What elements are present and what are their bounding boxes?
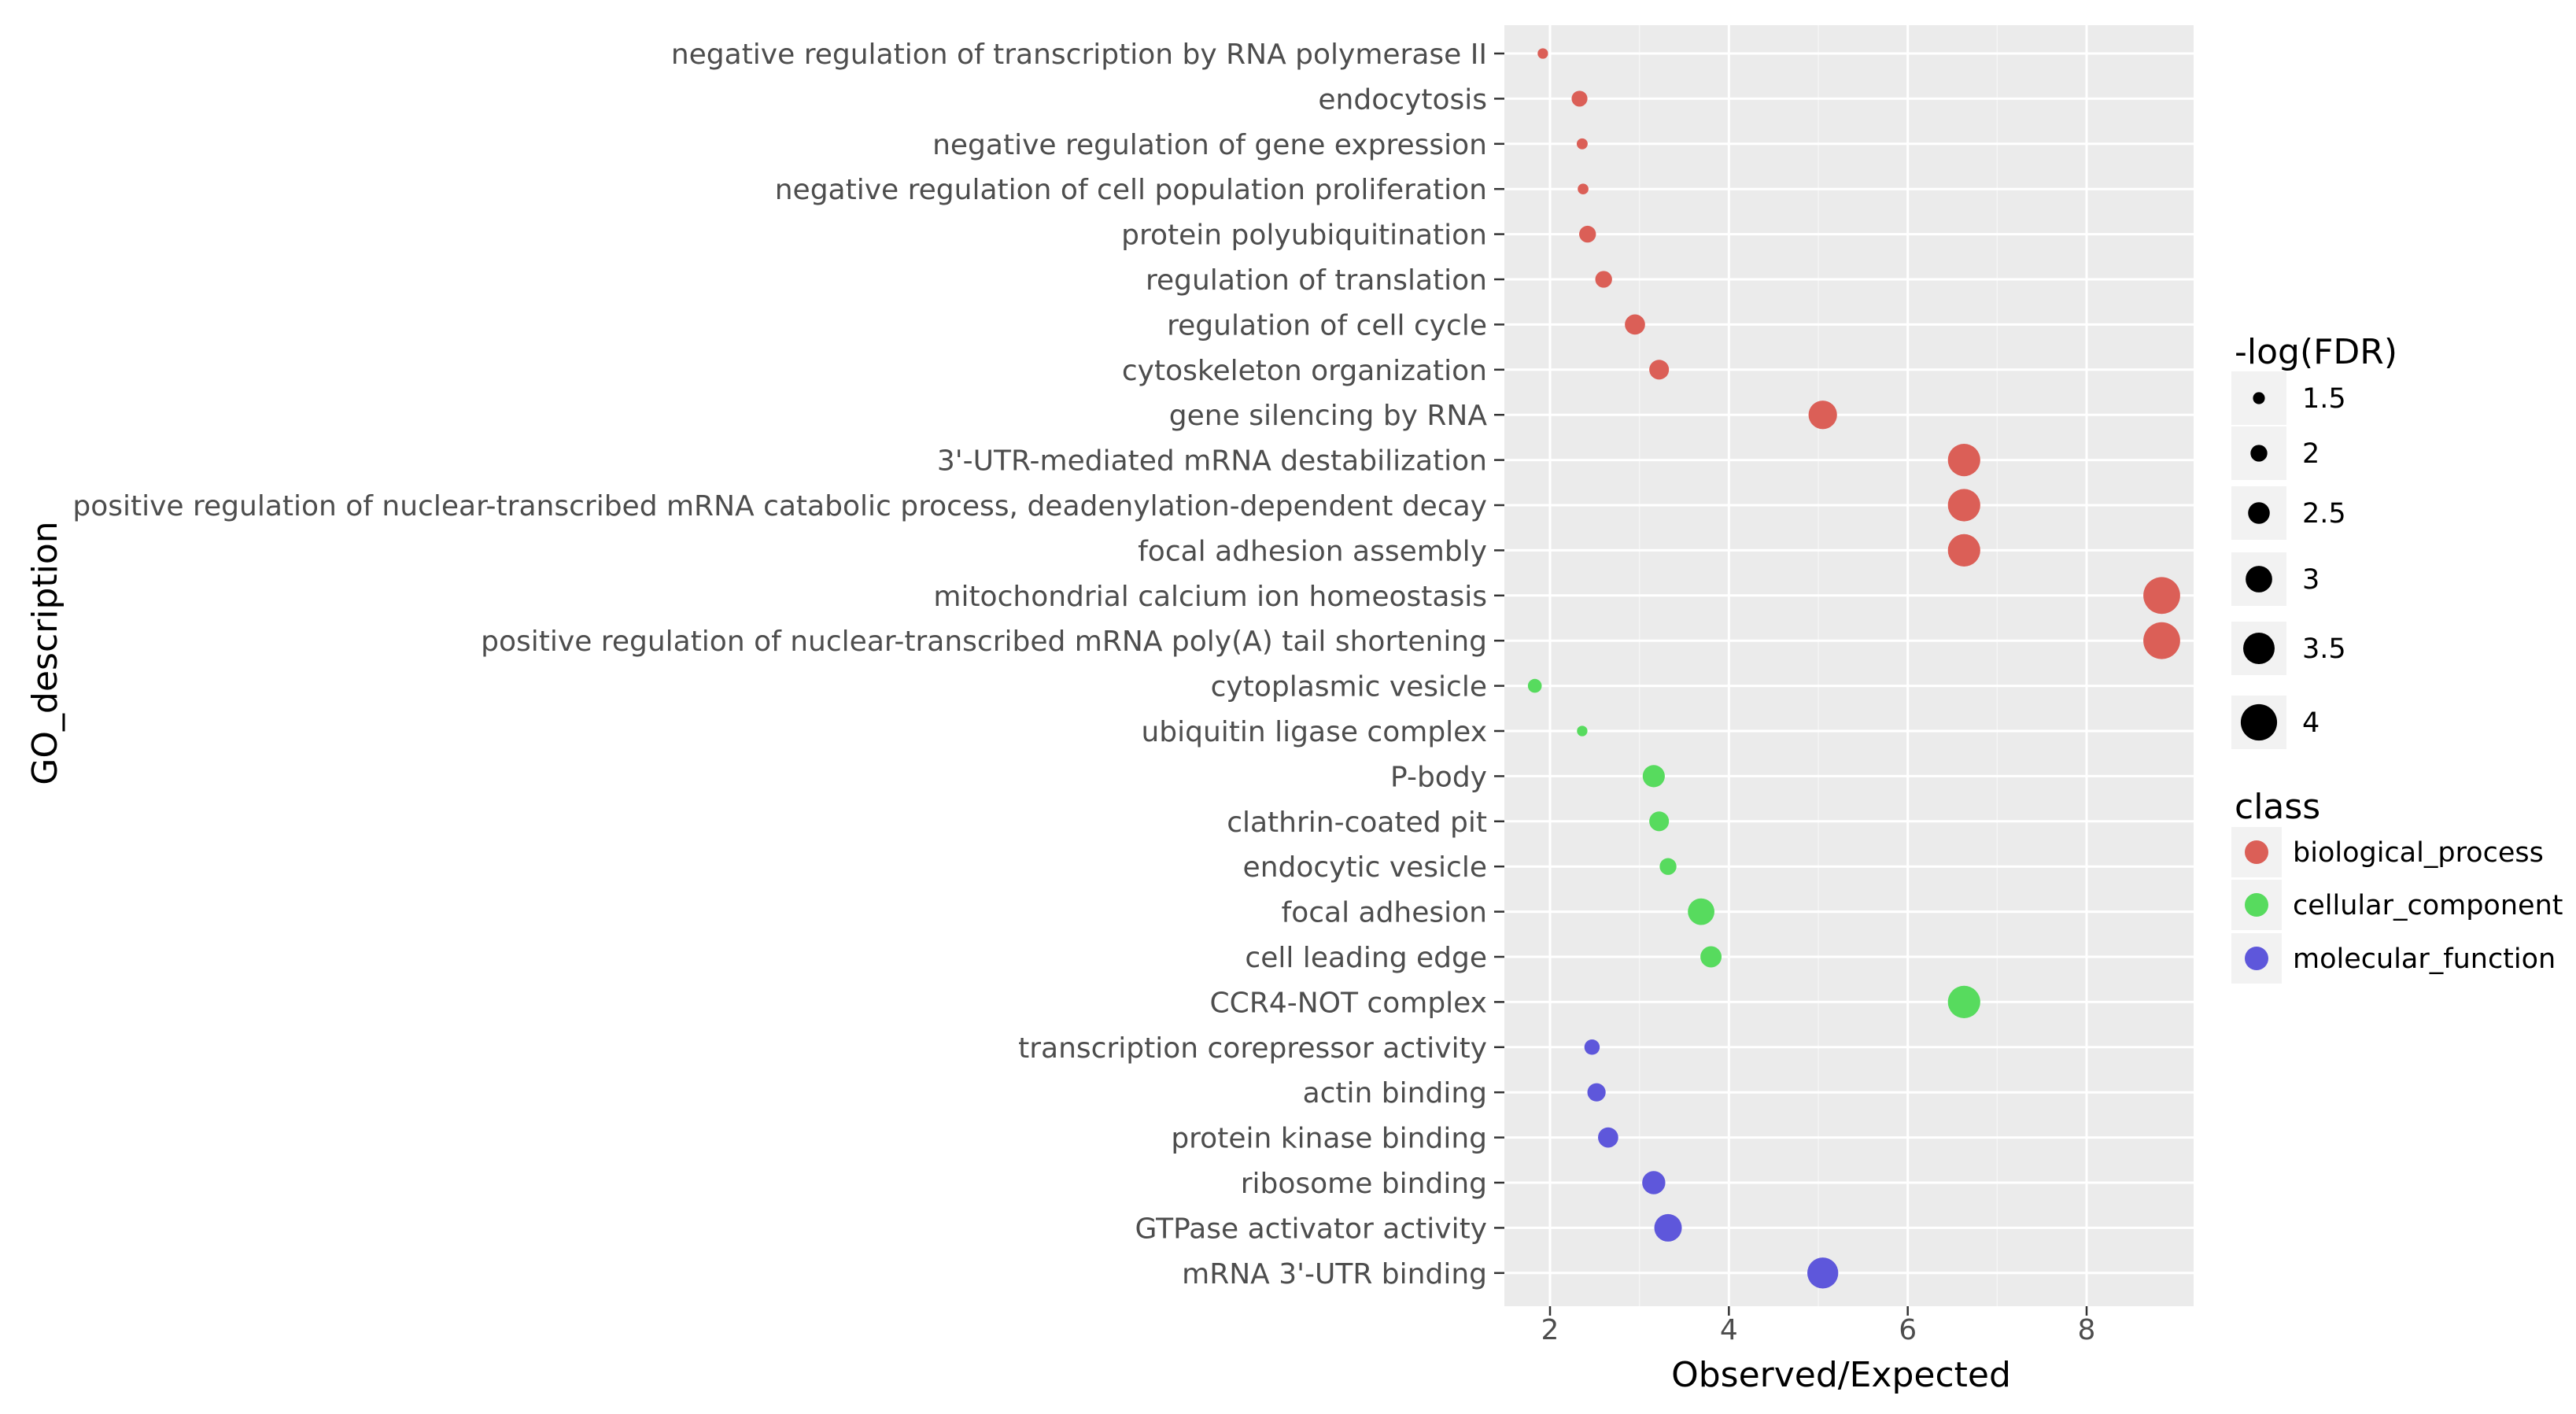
data-point xyxy=(1700,946,1722,968)
x-tick-label: 6 xyxy=(1899,1314,1917,1346)
data-point xyxy=(1947,533,1980,567)
y-tick-label: focal adhesion xyxy=(1282,897,1487,929)
data-point xyxy=(1947,444,1980,477)
color-legend-dot xyxy=(2245,840,2268,864)
size-legend-label: 3.5 xyxy=(2302,633,2346,665)
y-tick-label: actin binding xyxy=(1303,1077,1487,1109)
size-legend-dot xyxy=(2250,445,2268,462)
data-point xyxy=(1577,725,1588,737)
data-point xyxy=(1642,765,1665,788)
color-legend-label: biological_process xyxy=(2293,837,2544,869)
data-point xyxy=(1642,1171,1666,1194)
size-legend-dot xyxy=(2246,566,2272,593)
color-legend-label: cellular_component xyxy=(2293,890,2563,921)
color-legend: biological_process cellular_componentmole… xyxy=(2231,827,2563,984)
y-tick-label: negative regulation of transcription by … xyxy=(671,39,1487,71)
x-tick-label: 8 xyxy=(2078,1314,2096,1346)
data-point xyxy=(2143,622,2180,659)
size-legend-label: 2 xyxy=(2302,438,2320,470)
data-point xyxy=(1598,1127,1618,1148)
data-points xyxy=(1527,48,2180,1289)
data-point xyxy=(1571,90,1588,107)
y-tick-label: clathrin-coated pit xyxy=(1227,807,1487,839)
y-tick-label: protein kinase binding xyxy=(1171,1123,1487,1155)
data-point xyxy=(1595,271,1612,288)
y-axis-title: GO_description xyxy=(25,521,65,785)
data-point xyxy=(1587,1083,1606,1102)
color-legend-label: molecular_function xyxy=(2293,943,2556,975)
y-tick-label: endocytic vesicle xyxy=(1243,851,1487,884)
y-tick-label: regulation of translation xyxy=(1146,264,1487,297)
data-point xyxy=(1649,360,1670,380)
y-tick-label: endocytosis xyxy=(1318,83,1487,116)
y-tick-label: negative regulation of cell population p… xyxy=(775,174,1487,206)
y-tick-label: regulation of cell cycle xyxy=(1167,309,1487,342)
color-legend-title: class xyxy=(2235,787,2320,827)
y-tick-label: gene silencing by RNA xyxy=(1169,400,1488,432)
size-legend-label: 1.5 xyxy=(2302,383,2346,415)
data-point xyxy=(1688,898,1714,925)
color-legend-dot xyxy=(2245,893,2268,917)
data-point xyxy=(1807,1257,1839,1289)
size-legend: 1.5 2 2.5 3 3.5 4 xyxy=(2231,371,2346,749)
y-tick-label: 3'-UTR-mediated mRNA destabilization xyxy=(937,445,1487,478)
grid-lines xyxy=(1504,25,2194,1306)
data-point xyxy=(1649,811,1670,832)
y-tick-label: positive regulation of nuclear-transcrib… xyxy=(72,490,1487,522)
x-axis-ticks: 2 4 6 8 xyxy=(1541,1306,2096,1346)
y-tick-label: ribosome binding xyxy=(1241,1168,1487,1200)
data-point xyxy=(1537,48,1548,59)
data-point xyxy=(1584,1039,1600,1055)
y-tick-label: CCR4-NOT complex xyxy=(1210,987,1487,1019)
size-legend-dot xyxy=(2248,502,2270,524)
plot-panel xyxy=(1504,25,2194,1306)
size-legend-title: -log(FDR) xyxy=(2235,332,2397,372)
y-tick-label: cytoplasmic vesicle xyxy=(1211,671,1487,703)
y-tick-label: transcription corepressor activity xyxy=(1018,1032,1487,1065)
data-point xyxy=(1659,858,1677,875)
size-legend-dot xyxy=(2240,703,2278,741)
y-tick-label: cytoskeleton organization xyxy=(1122,355,1487,387)
y-tick-label: cell leading edge xyxy=(1245,942,1487,974)
y-tick-label: positive regulation of nuclear-transcrib… xyxy=(481,626,1487,658)
data-point xyxy=(1527,678,1542,693)
y-tick-label: negative regulation of gene expression xyxy=(932,129,1487,161)
size-legend-dot xyxy=(2243,633,2275,664)
data-point xyxy=(1947,489,1980,522)
y-tick-label: focal adhesion assembly xyxy=(1138,535,1487,567)
data-point xyxy=(2143,577,2180,615)
y-axis-labels: negative regulation of transcription by … xyxy=(72,39,1504,1290)
data-point xyxy=(1947,985,1980,1018)
size-legend-dot xyxy=(2253,392,2265,404)
y-tick-label: P-body xyxy=(1390,761,1487,793)
y-tick-label: mitochondrial calcium ion homeostasis xyxy=(933,581,1487,613)
y-tick-label: mRNA 3'-UTR binding xyxy=(1182,1258,1487,1290)
x-tick-label: 2 xyxy=(1541,1314,1559,1346)
data-point xyxy=(1578,183,1589,195)
data-point xyxy=(1625,314,1645,335)
x-tick-label: 4 xyxy=(1720,1314,1738,1346)
y-tick-label: ubiquitin ligase complex xyxy=(1141,716,1487,748)
data-point xyxy=(1579,225,1596,243)
x-axis-title: Observed/Expected xyxy=(1671,1355,2011,1395)
color-legend-dot xyxy=(2245,947,2268,970)
data-point xyxy=(1808,401,1837,430)
legend: -log(FDR) 1.5 2 2.5 3 3.5 4 class biological_… xyxy=(2231,332,2563,984)
y-tick-label: protein polyubiquitination xyxy=(1121,220,1487,252)
size-legend-label: 3 xyxy=(2302,564,2320,596)
y-tick-label: GTPase activator activity xyxy=(1135,1213,1487,1245)
size-legend-label: 2.5 xyxy=(2302,498,2346,530)
data-point xyxy=(1654,1213,1682,1242)
size-legend-label: 4 xyxy=(2302,707,2320,739)
data-point xyxy=(1576,138,1588,150)
